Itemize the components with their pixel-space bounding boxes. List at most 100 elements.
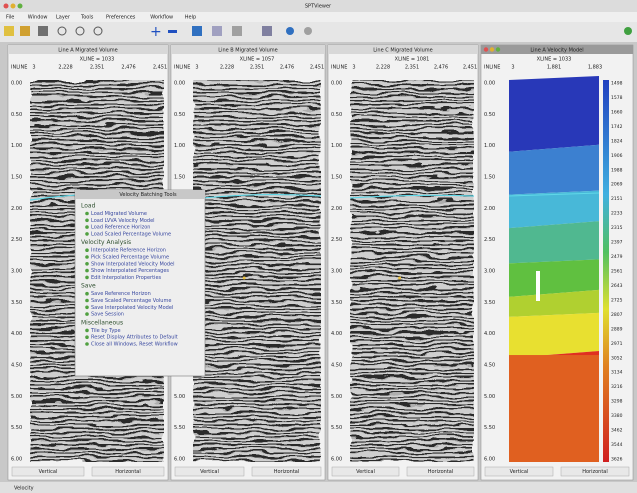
item-icon — [85, 299, 89, 303]
menu-item[interactable]: Tile by Type — [90, 328, 121, 334]
velocity-layer — [509, 221, 599, 263]
remove-icon[interactable] — [168, 30, 177, 33]
menu-item[interactable]: Edit Interpolation Properties — [91, 275, 162, 281]
menu-item[interactable]: Load Migrated Volume — [91, 211, 147, 217]
xline-label: XLINE = 1033 — [80, 57, 115, 63]
grid-icon[interactable] — [212, 26, 222, 36]
time-tick-label: 3.50 — [331, 300, 342, 306]
view-button-label[interactable]: Vertical — [200, 469, 219, 475]
axis-label: INLINE — [174, 65, 190, 71]
item-icon — [85, 269, 89, 273]
velocity-layer — [509, 145, 599, 195]
window-button[interactable] — [496, 47, 500, 51]
item-icon — [85, 306, 89, 310]
item-icon — [85, 292, 89, 296]
time-tick-label: 0.50 — [484, 112, 495, 118]
inline-tick-label: 2,351 — [90, 65, 104, 71]
time-tick-label: 0.50 — [11, 112, 22, 118]
time-tick-label: 2.50 — [11, 237, 22, 243]
menu-item[interactable]: Interpolate Reference Horizon — [91, 248, 166, 254]
menu-item[interactable]: Preferences — [106, 15, 136, 21]
time-tick-label: 4.50 — [484, 363, 495, 369]
menu-item[interactable]: Workflow — [150, 15, 173, 21]
time-tick-label: 4.00 — [11, 331, 22, 337]
time-tick-label: 2.00 — [331, 206, 342, 212]
layout-icon[interactable] — [38, 26, 48, 36]
inline-tick-label: 3 — [195, 65, 198, 71]
view-button-label[interactable]: Vertical — [356, 469, 375, 475]
time-tick-label: 6.00 — [11, 457, 22, 463]
menu-item[interactable]: Help — [185, 15, 196, 21]
menu-item[interactable]: Load Reference Horizon — [91, 225, 150, 231]
time-tick-label: 2.50 — [484, 237, 495, 243]
axis-label: INLINE — [11, 65, 27, 71]
open-icon[interactable] — [4, 26, 14, 36]
menu-item[interactable]: Layer — [56, 15, 71, 21]
color-scale-label: 1824 — [611, 138, 623, 144]
time-tick-label: 6.00 — [331, 457, 342, 463]
color-scale-label: 2561 — [611, 269, 623, 275]
inline-tick-label: 2,351 — [405, 65, 419, 71]
menu-item[interactable]: Window — [28, 15, 48, 21]
item-icon — [85, 262, 89, 266]
inline-tick-label: 2,451 — [463, 65, 477, 71]
menu-item[interactable]: Save Session — [91, 312, 124, 318]
minimize-button[interactable] — [11, 4, 16, 9]
status-icon — [624, 27, 632, 35]
pick-icon[interactable] — [192, 26, 202, 36]
color-scale-label: 2889 — [611, 326, 623, 332]
color-scale-label: 2397 — [611, 240, 623, 246]
save-icon[interactable] — [20, 26, 30, 36]
time-tick-label: 1.00 — [11, 143, 22, 149]
menu-item[interactable]: Close all Windows, Reset Workflow — [91, 342, 178, 348]
item-icon — [85, 225, 89, 229]
add-icon[interactable]: + — [150, 24, 162, 40]
close-button[interactable] — [4, 4, 9, 9]
menu-item[interactable]: File — [6, 15, 14, 21]
time-tick-label: 0.00 — [331, 81, 342, 87]
seismic-section — [193, 80, 321, 462]
menu-item[interactable]: Tools — [80, 15, 94, 21]
inline-tick-label: 2,476 — [280, 65, 294, 71]
time-tick-label: 5.50 — [331, 425, 342, 431]
menu-item[interactable]: Load LVVA Velocity Model — [91, 218, 155, 224]
redo-icon[interactable] — [304, 27, 312, 35]
zoom-button[interactable] — [18, 4, 23, 9]
menu-item[interactable]: Reset Display Attributes to Default — [91, 335, 178, 341]
view-icon[interactable] — [232, 26, 242, 36]
view-button-label[interactable]: Vertical — [510, 469, 529, 475]
time-tick-label: 5.50 — [174, 425, 185, 431]
menu-item[interactable]: Save Scaled Percentage Volume — [91, 298, 171, 304]
popup-title: Velocity Batching Tools — [119, 192, 177, 198]
window-button[interactable] — [490, 47, 494, 51]
color-scale-label: 3298 — [611, 399, 623, 405]
view-button-label[interactable]: Horizontal — [428, 469, 454, 475]
window-button[interactable] — [484, 47, 488, 51]
item-icon — [85, 342, 89, 346]
menu-item[interactable]: Pick Scaled Percentage Volume — [91, 255, 169, 261]
menu-item[interactable]: Show Interpolated Velocity Model — [91, 261, 175, 267]
panel-title: Line A Migrated Volume — [58, 48, 117, 54]
axis-label: INLINE — [331, 65, 347, 71]
color-scale — [603, 80, 609, 462]
color-scale-label: 3626 — [611, 457, 623, 463]
view-button-label[interactable]: Horizontal — [582, 469, 608, 475]
undo-icon[interactable] — [286, 27, 294, 35]
color-scale-label: 3544 — [611, 442, 623, 448]
menu-item[interactable]: Load Scaled Percentage Volume — [91, 231, 171, 237]
color-scale-label: 2151 — [611, 196, 623, 202]
view-button-label[interactable]: Vertical — [39, 469, 58, 475]
view-button-label[interactable]: Horizontal — [115, 469, 141, 475]
item-icon — [85, 329, 89, 333]
panel-title: Line A Velocity Model — [530, 48, 583, 54]
time-tick-label: 5.00 — [484, 394, 495, 400]
item-icon — [85, 219, 89, 223]
menu-item[interactable]: Save Reference Horizon — [91, 291, 151, 297]
menu-item[interactable]: Save Interpolated Velocity Model — [91, 305, 173, 311]
section-heading: Load — [81, 203, 96, 210]
view-button-label[interactable]: Horizontal — [274, 469, 300, 475]
menu-item[interactable]: Show Interpolated Percentages — [91, 268, 169, 274]
tile-icon[interactable] — [262, 26, 272, 36]
time-tick-label: 6.00 — [484, 457, 495, 463]
time-tick-label: 0.50 — [174, 112, 185, 118]
